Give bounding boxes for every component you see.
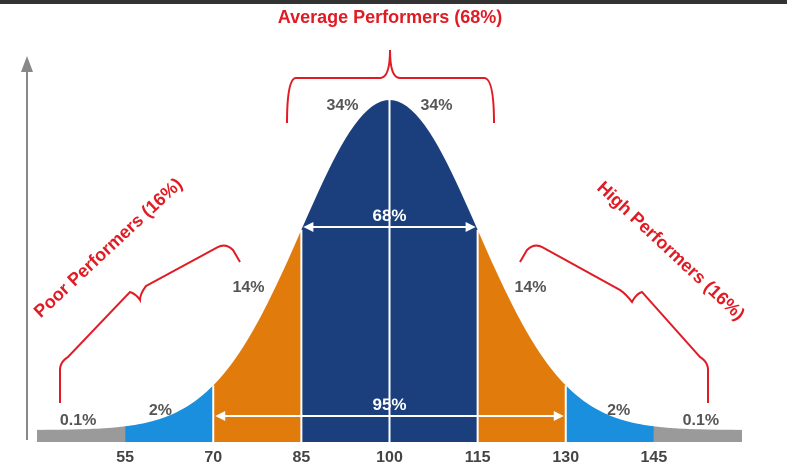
tick-145: 145 <box>641 449 668 466</box>
x-axis-ticks: 55 70 85 100 115 130 145 <box>116 449 667 466</box>
range-arrows: 68% 95% <box>215 206 564 421</box>
y-axis <box>21 56 33 440</box>
range-arrow-left-0 <box>303 222 314 232</box>
high-performers-label: High Performers (16%) <box>593 177 749 324</box>
range-label-1: 95% <box>372 395 406 414</box>
tick-100: 100 <box>376 449 403 466</box>
range-arrow-right-0 <box>465 222 476 232</box>
range-label-0: 68% <box>372 206 406 225</box>
band-0 <box>37 426 126 442</box>
range-arrow-right-1 <box>553 411 564 421</box>
segment-label-5: 14% <box>514 279 546 296</box>
poor-performers-label: Poor Performers (16%) <box>30 174 186 322</box>
band-1 <box>125 385 214 442</box>
segment-labels: 0.1% 2% 14% 34% 34% 14% 2% 0.1% <box>60 97 719 429</box>
curve-lines <box>212 100 567 442</box>
segment-label-0: 0.1% <box>60 412 96 429</box>
tick-130: 130 <box>552 449 579 466</box>
range-arrow-left-1 <box>215 411 226 421</box>
band-6 <box>653 426 742 442</box>
segment-label-4: 34% <box>420 97 452 114</box>
tick-70: 70 <box>204 449 222 466</box>
segment-label-6: 2% <box>607 402 630 419</box>
tick-85: 85 <box>292 449 310 466</box>
high-bracket <box>519 244 709 403</box>
poor-bracket <box>59 244 241 403</box>
tick-115: 115 <box>465 449 491 466</box>
average-performers-label: Average Performers (68%) <box>278 7 502 27</box>
segment-label-1: 2% <box>149 402 172 419</box>
segment-label-3: 34% <box>326 97 358 114</box>
band-2 <box>213 229 302 442</box>
band-5 <box>565 385 654 442</box>
segment-label-7: 0.1% <box>683 412 719 429</box>
band-4 <box>477 229 566 442</box>
top-border <box>0 0 787 4</box>
segment-label-2: 14% <box>232 279 264 296</box>
tick-55: 55 <box>116 449 134 466</box>
average-bracket <box>286 49 495 124</box>
